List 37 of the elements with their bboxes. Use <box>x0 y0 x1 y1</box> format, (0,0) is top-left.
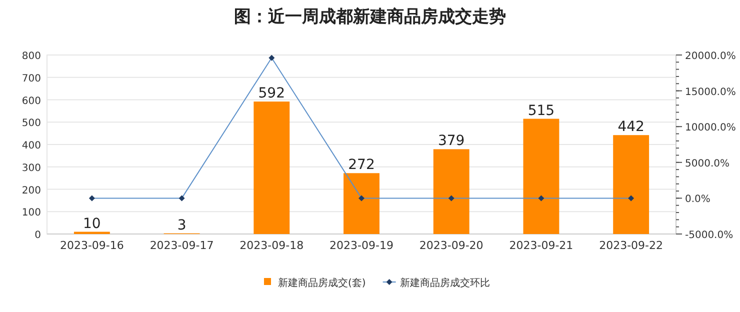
data-label: 379 <box>438 133 465 150</box>
y-tick-label: 600 <box>22 96 41 107</box>
bar <box>433 149 470 234</box>
y2-tick-label: 10000.0% <box>685 122 736 134</box>
y2-tick-label: -5000.0% <box>685 230 734 241</box>
legend-label: 新建商品房成交环比 <box>400 277 490 289</box>
y-tick-label: 500 <box>22 118 41 130</box>
data-label: 10 <box>83 216 101 232</box>
y2-tick-label: 15000.0% <box>685 86 736 98</box>
data-label: 3 <box>177 217 186 234</box>
data-label: 272 <box>348 157 375 174</box>
y-tick-label: 800 <box>22 51 41 62</box>
chart-title: 图：近一周成都新建商品房成交走势 <box>234 7 506 27</box>
y2-tick-label: 20000.0% <box>685 51 736 62</box>
y-tick-label: 400 <box>22 140 41 152</box>
y-tick-label: 100 <box>22 208 41 219</box>
x-tick-label: 2023-09-21 <box>509 239 574 252</box>
y-tick-label: 0 <box>34 230 41 241</box>
data-label: 515 <box>528 102 555 119</box>
x-tick-label: 2023-09-17 <box>150 239 214 252</box>
x-tick-label: 2023-09-18 <box>240 239 304 252</box>
y-tick-label: 300 <box>22 162 41 174</box>
y-tick-label: 200 <box>22 185 41 196</box>
data-label: 592 <box>258 86 286 102</box>
x-tick-label: 2023-09-22 <box>599 239 664 252</box>
y2-tick-label: 0.0% <box>685 194 710 206</box>
legend-label: 新建商品房成交(套) <box>278 277 366 289</box>
bar <box>523 118 560 234</box>
y-tick-label: 700 <box>22 73 41 84</box>
x-tick-label: 2023-09-19 <box>330 239 394 252</box>
x-tick-label: 2023-09-20 <box>419 239 484 252</box>
data-label: 442 <box>618 119 644 136</box>
x-tick-label: 2023-09-16 <box>60 239 124 252</box>
bar <box>613 135 650 234</box>
bar <box>344 173 380 234</box>
y2-tick-label: 5000.0% <box>685 158 730 170</box>
bar <box>254 102 290 234</box>
